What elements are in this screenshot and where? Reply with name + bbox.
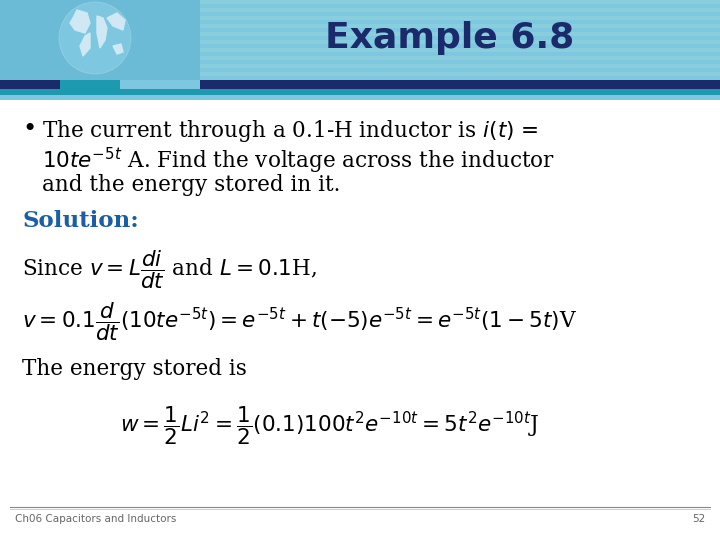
Bar [0, 72, 720, 76]
Text: Since $v = L\dfrac{di}{dt}$ and $L = 0.1$H,: Since $v = L\dfrac{di}{dt}$ and $L = 0.1… [22, 248, 317, 291]
Bar [0, 0, 200, 80]
Text: 52: 52 [692, 514, 705, 524]
Text: Ch06 Capacitors and Inductors: Ch06 Capacitors and Inductors [15, 514, 176, 524]
Bar [0, 56, 720, 60]
Bar [120, 80, 200, 89]
Text: Example 6.8: Example 6.8 [325, 21, 575, 55]
Bar [0, 28, 720, 32]
Text: $v = 0.1\dfrac{d}{dt}(10te^{-5t}) = e^{-5t} + t(-5)e^{-5t} = e^{-5t}(1-5t)$V: $v = 0.1\dfrac{d}{dt}(10te^{-5t}) = e^{-… [22, 300, 577, 343]
Polygon shape [80, 33, 90, 56]
Text: Solution:: Solution: [22, 210, 139, 232]
Bar [0, 89, 720, 95]
Bar [0, 20, 720, 24]
Polygon shape [113, 44, 123, 54]
Bar [0, 12, 720, 16]
Bar [0, 52, 720, 56]
Bar [0, 44, 720, 48]
Bar [0, 60, 720, 64]
Bar [0, 0, 720, 80]
Bar [0, 40, 720, 44]
Bar [0, 80, 720, 89]
Bar [0, 4, 720, 8]
Bar [0, 32, 720, 36]
Bar [0, 100, 720, 512]
Bar [0, 48, 720, 52]
Circle shape [59, 2, 131, 74]
Bar [0, 64, 720, 68]
Bar [0, 68, 720, 72]
Text: •: • [22, 118, 36, 141]
Polygon shape [107, 13, 125, 30]
Bar [0, 80, 60, 89]
Bar [0, 8, 720, 12]
Text: The current through a 0.1-H inductor is $i(t)$ =: The current through a 0.1-H inductor is … [42, 118, 539, 144]
Bar [0, 36, 720, 40]
Bar [0, 24, 720, 28]
Polygon shape [97, 16, 107, 48]
Text: $w = \dfrac{1}{2}Li^2 = \dfrac{1}{2}(0.1)100t^2e^{-10t} = 5t^2e^{-10t}$J: $w = \dfrac{1}{2}Li^2 = \dfrac{1}{2}(0.1… [120, 404, 539, 447]
Bar [0, 95, 720, 100]
Polygon shape [70, 10, 90, 33]
Text: The energy stored is: The energy stored is [22, 358, 247, 380]
Bar [60, 80, 120, 89]
Bar [0, 76, 720, 80]
Bar [0, 16, 720, 20]
Text: and the energy stored in it.: and the energy stored in it. [42, 174, 341, 196]
Bar [0, 0, 720, 4]
Text: $10te^{-5t}$ A. Find the voltage across the inductor: $10te^{-5t}$ A. Find the voltage across … [42, 146, 555, 176]
